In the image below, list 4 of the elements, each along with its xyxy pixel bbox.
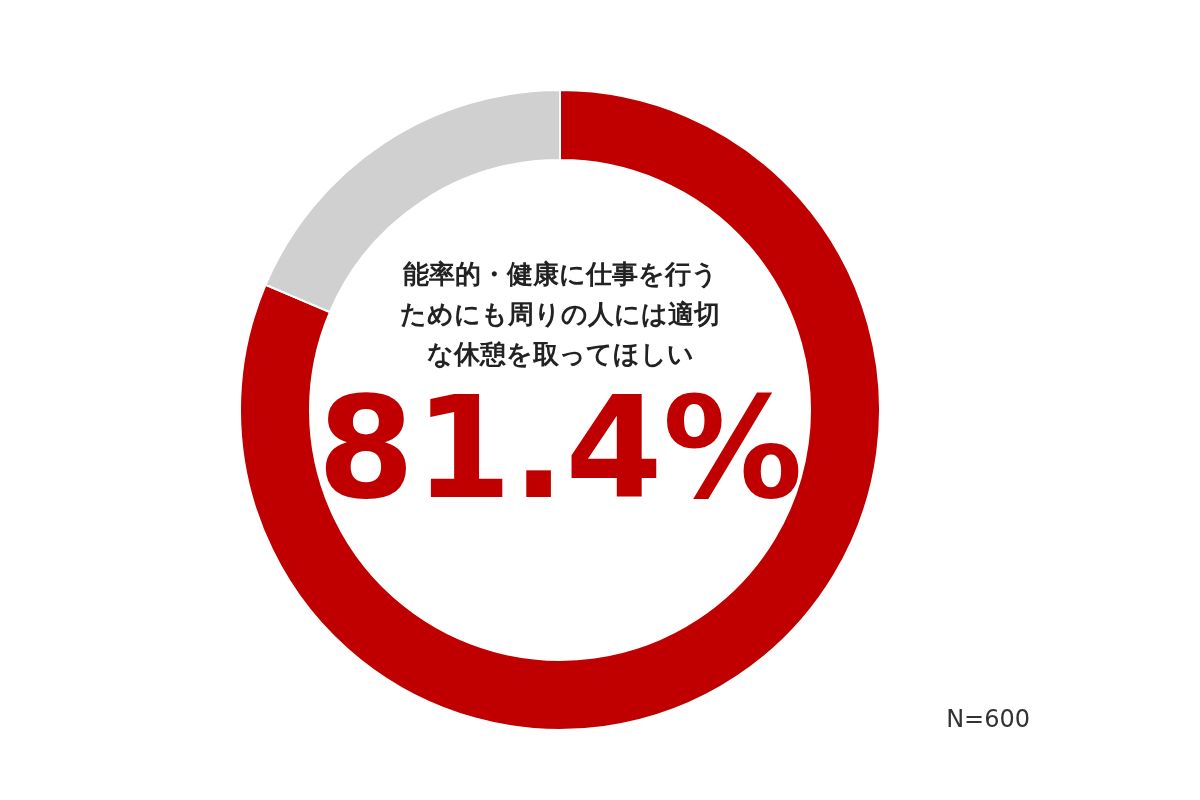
slice-label: 能率的・健康に仕事を行うためにも周りの人には適切な休憩を取ってほしい	[400, 259, 720, 369]
donut-slice	[239, 89, 881, 731]
text: N=600	[946, 705, 1030, 733]
data-label: 81.4%	[317, 367, 803, 530]
